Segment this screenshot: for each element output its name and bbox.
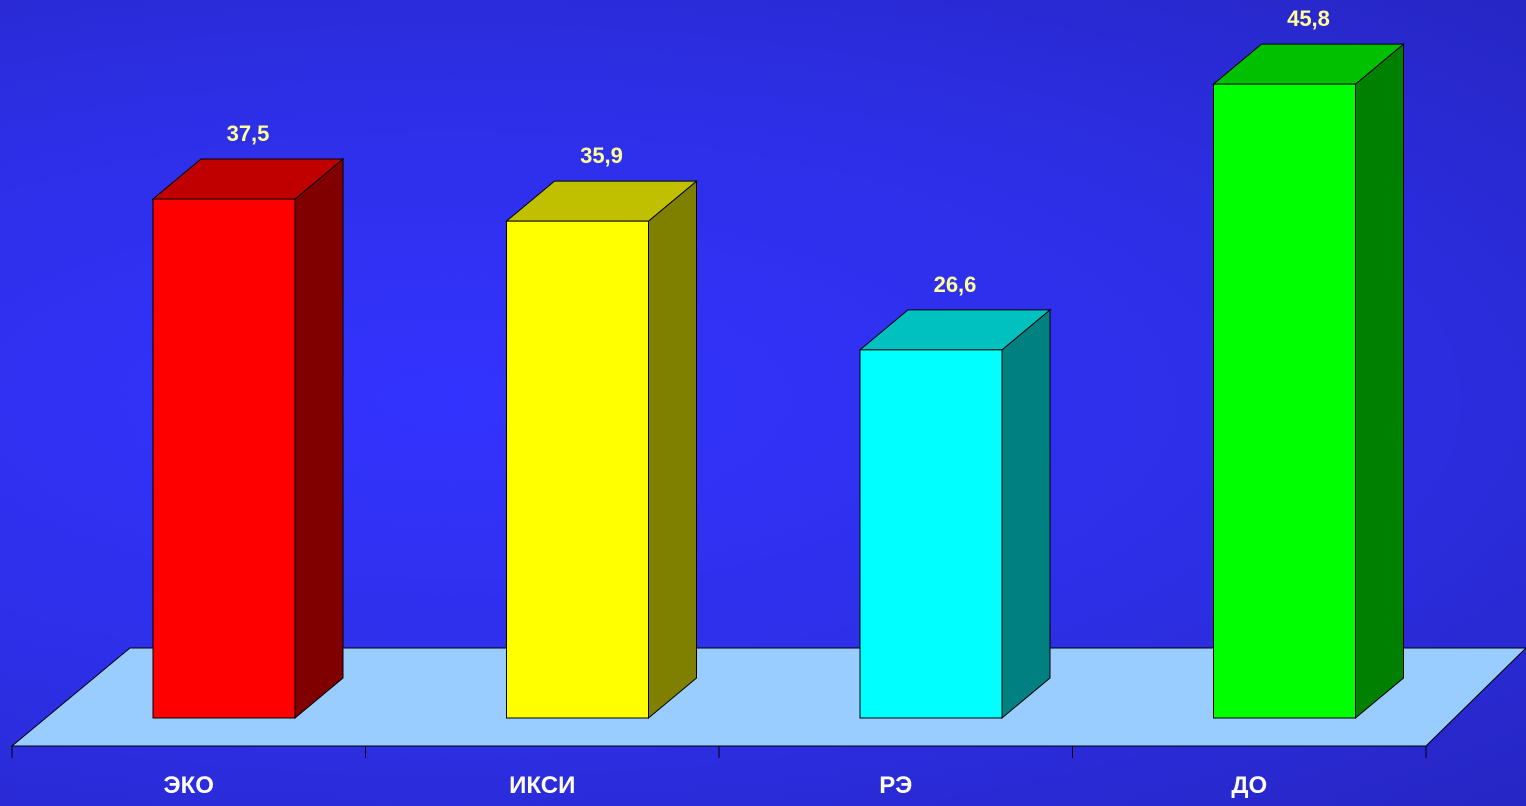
bar-side	[648, 180, 697, 720]
bar-1	[151, 157, 345, 720]
bar-side	[294, 157, 344, 720]
bar-front	[152, 198, 296, 719]
value-label: 45,8	[1287, 6, 1330, 31]
bar-front	[1213, 83, 1356, 719]
category-label: РЭ	[879, 772, 912, 799]
category-label: ДО	[1231, 772, 1267, 799]
value-label: 35,9	[580, 143, 623, 168]
value-label: 37,5	[227, 121, 270, 146]
bar-front	[506, 220, 649, 719]
value-label: 26,6	[934, 272, 977, 297]
bar-2	[505, 180, 698, 720]
bar-4	[1212, 43, 1405, 720]
category-labels-group: ЭКО ИКСИ РЭ ДО	[164, 772, 1268, 799]
bar-front	[859, 349, 1003, 719]
category-label: ИКСИ	[509, 772, 575, 799]
bars-group	[151, 43, 1405, 720]
bar-3	[858, 308, 1052, 720]
x-axis	[11, 745, 1427, 758]
bar-side	[1001, 308, 1051, 720]
bar-side	[1355, 43, 1404, 720]
category-label: ЭКО	[164, 772, 214, 799]
value-labels-group: 37,5 35,9 26,6 45,8	[227, 6, 1330, 297]
